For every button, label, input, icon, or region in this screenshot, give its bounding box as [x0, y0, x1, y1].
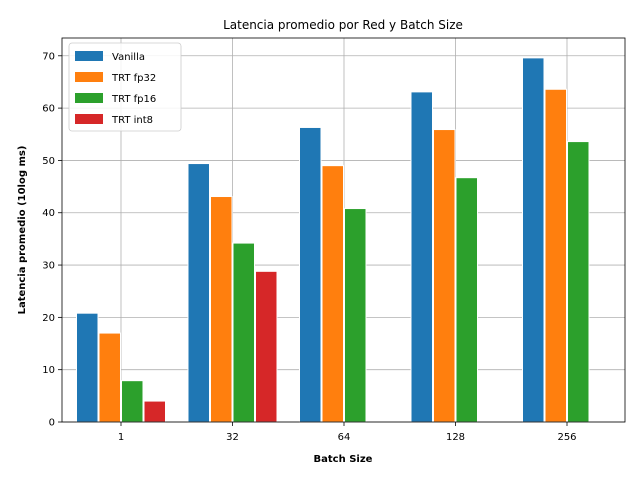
bar-trt-fp16-256	[567, 141, 590, 423]
legend-swatch	[75, 72, 103, 82]
x-tick-label: 1	[118, 432, 124, 443]
legend-label: TRT fp16	[111, 94, 156, 105]
y-tick-label: 10	[42, 365, 55, 376]
legend-box	[68, 42, 182, 132]
bar-trt-fp32-128	[433, 129, 456, 423]
y-tick-label: 40	[42, 208, 55, 219]
bar-vanilla-128	[410, 91, 433, 423]
bar-vanilla-32	[187, 163, 210, 423]
x-tick-label: 256	[557, 432, 576, 443]
legend-swatch	[75, 114, 103, 124]
bar-vanilla-256	[522, 57, 545, 423]
y-tick-label: 50	[42, 156, 55, 167]
bar-trt-fp16-64	[344, 208, 367, 423]
chart-title: Latencia promedio por Red y Batch Size	[223, 18, 463, 32]
y-axis-label: Latencia promedio (10log ms)	[17, 146, 28, 315]
bar-trt-fp16-128	[455, 177, 478, 423]
bar-trt-fp16-32	[232, 242, 255, 423]
y-tick-label: 0	[49, 418, 55, 429]
legend-label: Vanilla	[112, 52, 145, 63]
axes: 0 10 20 30 40 50 60 70 1 32 64 128 256	[42, 37, 626, 443]
legend-label: TRT fp32	[111, 73, 156, 84]
legend-swatch	[75, 51, 103, 61]
y-tick-label: 70	[42, 51, 55, 62]
legend-swatch	[75, 93, 103, 103]
bar-vanilla-64	[299, 126, 322, 423]
x-tick-label: 128	[446, 432, 465, 443]
bar-trt-int8-32	[255, 270, 278, 423]
x-tick-label: 32	[226, 432, 239, 443]
legend-label: TRT int8	[111, 115, 153, 126]
bar-trt-fp32-1	[98, 332, 121, 423]
x-axis-label: Batch Size	[314, 454, 373, 465]
bar-trt-fp32-256	[544, 88, 567, 423]
bars	[76, 57, 590, 423]
y-tick-label: 20	[42, 313, 55, 324]
bar-trt-fp32-64	[321, 165, 344, 423]
bar-trt-fp16-1	[121, 380, 144, 423]
plot-frame	[61, 37, 626, 423]
x-tick-label: 64	[338, 432, 351, 443]
bar-trt-fp32-32	[210, 196, 233, 423]
y-tick-label: 60	[42, 104, 55, 115]
y-tick-label: 30	[42, 261, 55, 272]
legend: Vanilla TRT fp32 TRT fp16 TRT int8	[68, 42, 182, 132]
bar-trt-int8-1	[143, 400, 166, 423]
bar-vanilla-1	[76, 312, 99, 423]
